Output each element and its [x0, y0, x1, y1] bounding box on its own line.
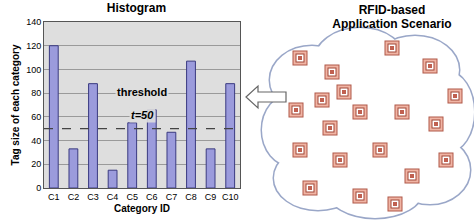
svg-text:60: 60 [31, 112, 41, 122]
svg-text:80: 80 [31, 88, 41, 98]
svg-text:C9: C9 [205, 192, 217, 202]
svg-text:40: 40 [31, 136, 41, 146]
svg-text:C3: C3 [87, 192, 99, 202]
svg-text:Histogram: Histogram [107, 1, 166, 15]
svg-text:120: 120 [26, 41, 41, 51]
svg-text:C10: C10 [222, 192, 239, 202]
svg-text:C2: C2 [68, 192, 80, 202]
svg-text:0: 0 [36, 183, 41, 193]
svg-text:C7: C7 [166, 192, 178, 202]
svg-text:C4: C4 [107, 192, 119, 202]
svg-text:C6: C6 [146, 192, 158, 202]
svg-text:Tag size of each category: Tag size of each category [10, 44, 21, 165]
svg-text:20: 20 [31, 159, 41, 169]
svg-text:C8: C8 [185, 192, 197, 202]
svg-text:Category ID: Category ID [114, 203, 170, 214]
svg-text:C1: C1 [48, 192, 60, 202]
svg-text:t=50: t=50 [131, 109, 154, 121]
svg-text:100: 100 [26, 65, 41, 75]
svg-text:Application Scenario: Application Scenario [332, 17, 451, 31]
svg-text:RFID-based: RFID-based [359, 3, 426, 17]
svg-text:C5: C5 [126, 192, 138, 202]
svg-text:threshold: threshold [117, 86, 167, 98]
svg-text:140: 140 [26, 17, 41, 27]
